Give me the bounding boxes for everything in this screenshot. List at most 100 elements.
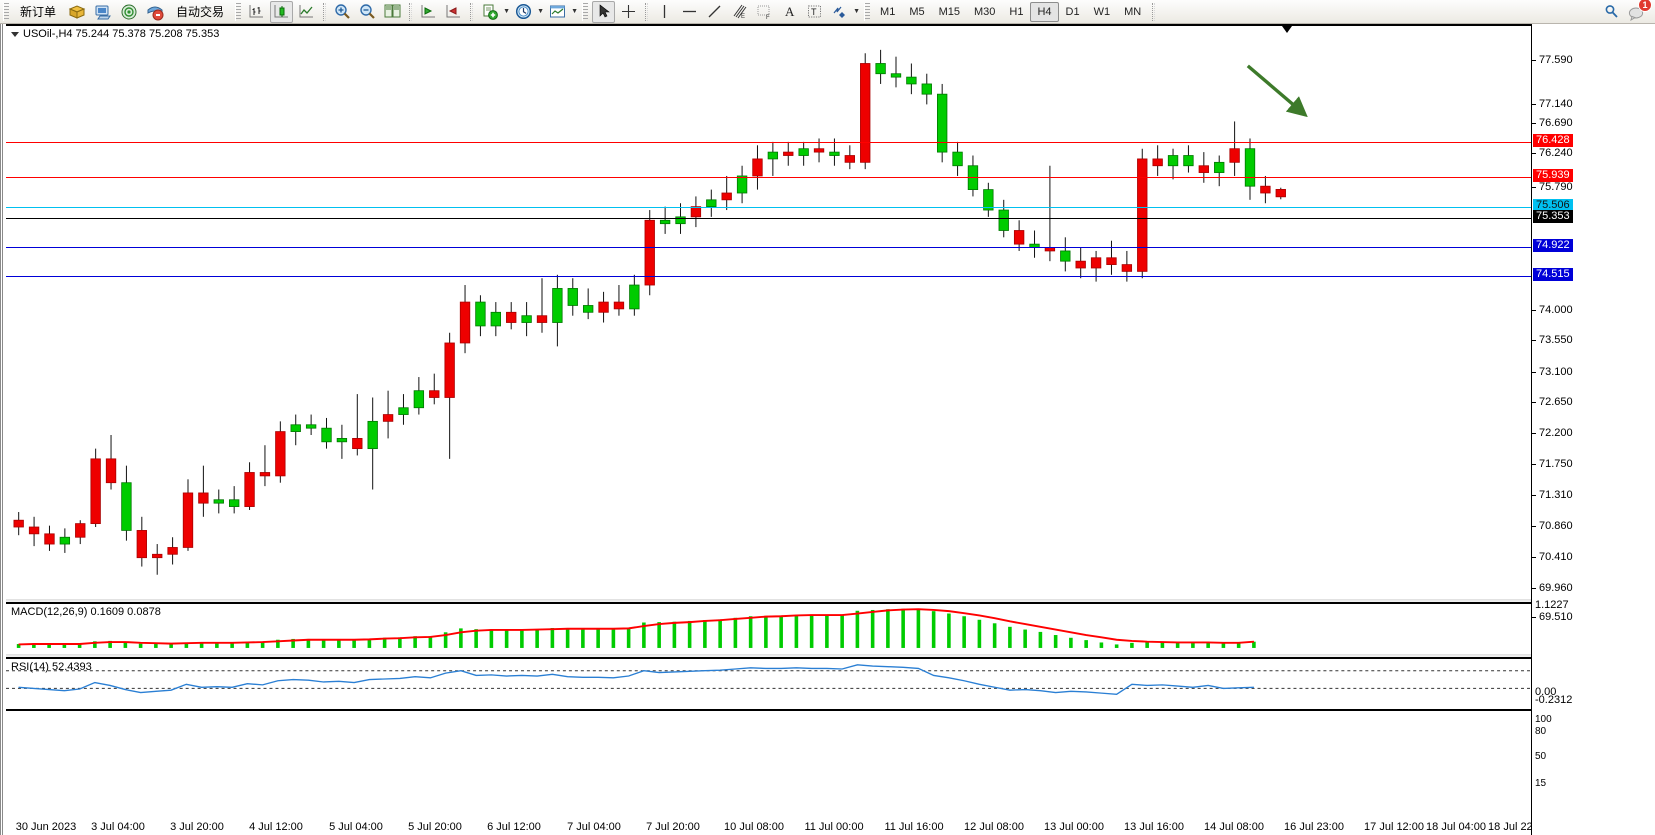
candle (198, 492, 209, 504)
new-order-button[interactable]: 新订单 (13, 1, 63, 23)
candle (13, 519, 24, 528)
bar-chart-icon[interactable] (245, 1, 268, 23)
rsi-scale-tick: 80 (1535, 726, 1547, 737)
zoom-in-icon[interactable] (331, 1, 354, 23)
toolbar-grip[interactable] (3, 2, 9, 21)
new-order-label: 新订单 (20, 5, 57, 19)
horizontal-line-icon[interactable] (678, 1, 701, 23)
templates-icon[interactable] (546, 1, 569, 23)
candle (1198, 165, 1209, 173)
autotrade-button[interactable]: 自动交易 (169, 1, 231, 23)
timeframe-d1[interactable]: D1 (1065, 5, 1080, 18)
price-chip-resistance-2[interactable]: 76.428 (1533, 134, 1573, 147)
line-chart-icon[interactable] (295, 1, 318, 23)
candle (90, 458, 101, 525)
toolbar-grip-2[interactable] (235, 2, 242, 21)
equidistant-channel-icon[interactable]: E (728, 1, 751, 23)
level-line-bid[interactable] (6, 207, 1531, 208)
arrows-shapes-icon[interactable] (828, 1, 851, 23)
search-icon[interactable] (1600, 1, 1623, 23)
timeframe-mn[interactable]: MN (1124, 5, 1142, 18)
level-line-support-2[interactable] (6, 276, 1531, 277)
text-box-icon[interactable]: T (803, 1, 826, 23)
level-line-support-1[interactable] (6, 247, 1531, 248)
price-macd-divider[interactable] (6, 599, 1531, 602)
candle (752, 158, 763, 177)
level-line-resistance-2[interactable] (6, 142, 1531, 143)
fibonacci-icon[interactable]: F (753, 1, 776, 23)
tile-windows-icon[interactable] (381, 1, 404, 23)
signals-icon[interactable] (117, 1, 141, 23)
timeframe-m30[interactable]: M30 (974, 5, 996, 18)
macd-rsi-divider[interactable] (6, 654, 1531, 657)
price-tick: 73.100 (1532, 366, 1573, 378)
candle (490, 311, 501, 327)
price-scale[interactable]: 77.590 77.140 76.690 76.240 75.790 74.000 73.5… (1531, 24, 1655, 835)
timeframe-m15[interactable]: M15 (938, 5, 960, 18)
candle (1121, 264, 1133, 272)
timeframe-h4[interactable]: H4 (1030, 1, 1059, 22)
price-tick: 76.690 (1532, 117, 1573, 129)
candle (444, 342, 455, 398)
new-order-icon[interactable] (65, 1, 89, 23)
add-indicator-icon[interactable] (478, 1, 501, 23)
candle (1060, 250, 1071, 262)
timeframe-h1[interactable]: H1 (1009, 5, 1024, 18)
timeframe-m1[interactable]: M1 (880, 5, 896, 18)
indicator-dropdown-caret[interactable]: ▼ (503, 8, 510, 15)
price-chip-bid-line[interactable]: 75.506 (1533, 199, 1573, 212)
time-tick-label: 17 Jul 12:00 (1364, 821, 1424, 833)
candle (182, 492, 194, 548)
zoom-out-icon[interactable] (356, 1, 379, 23)
period-clock-icon[interactable] (512, 1, 535, 23)
price-chip-resistance-1[interactable]: 75.939 (1533, 169, 1573, 182)
toolbar-grip-4[interactable] (864, 2, 871, 21)
chart-canvas[interactable]: USOil-,H4 75.244 75.378 75.208 75.353 (0, 24, 1608, 835)
vertical-line-icon[interactable] (653, 1, 676, 23)
price-tick: 77.140 (1532, 98, 1573, 110)
candle (336, 438, 348, 443)
candle (275, 431, 286, 477)
rsi-scale-tick: 100 (1535, 714, 1552, 725)
trendline-icon[interactable] (703, 1, 726, 23)
timeframe-m5[interactable]: M5 (909, 5, 925, 18)
macd-plot (16, 608, 1256, 648)
candlestick-chart-icon[interactable] (270, 0, 294, 23)
rsi-plot (6, 664, 1531, 695)
chart-menu-triangle-icon[interactable] (11, 31, 19, 37)
toolbar-separator-5 (1152, 2, 1156, 21)
candle (1075, 260, 1086, 269)
candle (506, 311, 517, 323)
price-chip-last-price[interactable]: 75.353 (1533, 210, 1573, 223)
templates-dropdown-caret[interactable]: ▼ (571, 8, 578, 15)
candle (1090, 257, 1102, 269)
toolbar-grip-3[interactable] (582, 2, 589, 21)
price-pane[interactable]: USOil-,H4 75.244 75.378 75.208 75.353 (6, 24, 1531, 602)
main-toolbar: 新订单 (0, 0, 1655, 24)
messages-icon[interactable]: 1 (1625, 0, 1652, 23)
rsi-pane[interactable]: RSI(14) 52.4393 (6, 657, 1531, 709)
autotrade-icon[interactable] (143, 1, 167, 23)
shift-end-icon[interactable] (442, 1, 465, 23)
publish-icon[interactable] (91, 1, 115, 23)
candle (475, 301, 486, 327)
cursor-icon[interactable] (592, 0, 616, 23)
shapes-dropdown-caret[interactable]: ▼ (853, 8, 860, 15)
time-scale[interactable]: 30 Jun 2023 3 Jul 04:00 3 Jul 20:00 4 Jul 1… (6, 709, 1608, 835)
text-label-icon[interactable]: A (778, 1, 801, 23)
shift-start-icon[interactable] (417, 1, 440, 23)
crosshair-icon[interactable] (617, 1, 640, 23)
price-chip-support-1[interactable]: 74.922 (1533, 239, 1573, 252)
candle (105, 458, 117, 484)
macd-pane[interactable]: MACD(12,26,9) 0.1609 0.0878 (6, 602, 1531, 657)
time-tick-label: 11 Jul 16:00 (884, 821, 944, 833)
timeframe-w1[interactable]: W1 (1093, 5, 1111, 18)
time-tick-label: 18 Jul 04:00 (1426, 821, 1486, 833)
price-chip-support-2[interactable]: 74.515 (1533, 268, 1573, 281)
period-dropdown-caret[interactable]: ▼ (537, 8, 544, 15)
price-tick: 72.650 (1532, 396, 1573, 408)
level-line-resistance-1[interactable] (6, 177, 1531, 178)
candle (213, 499, 224, 504)
time-tick-label: 30 Jun 2023 (15, 821, 77, 833)
